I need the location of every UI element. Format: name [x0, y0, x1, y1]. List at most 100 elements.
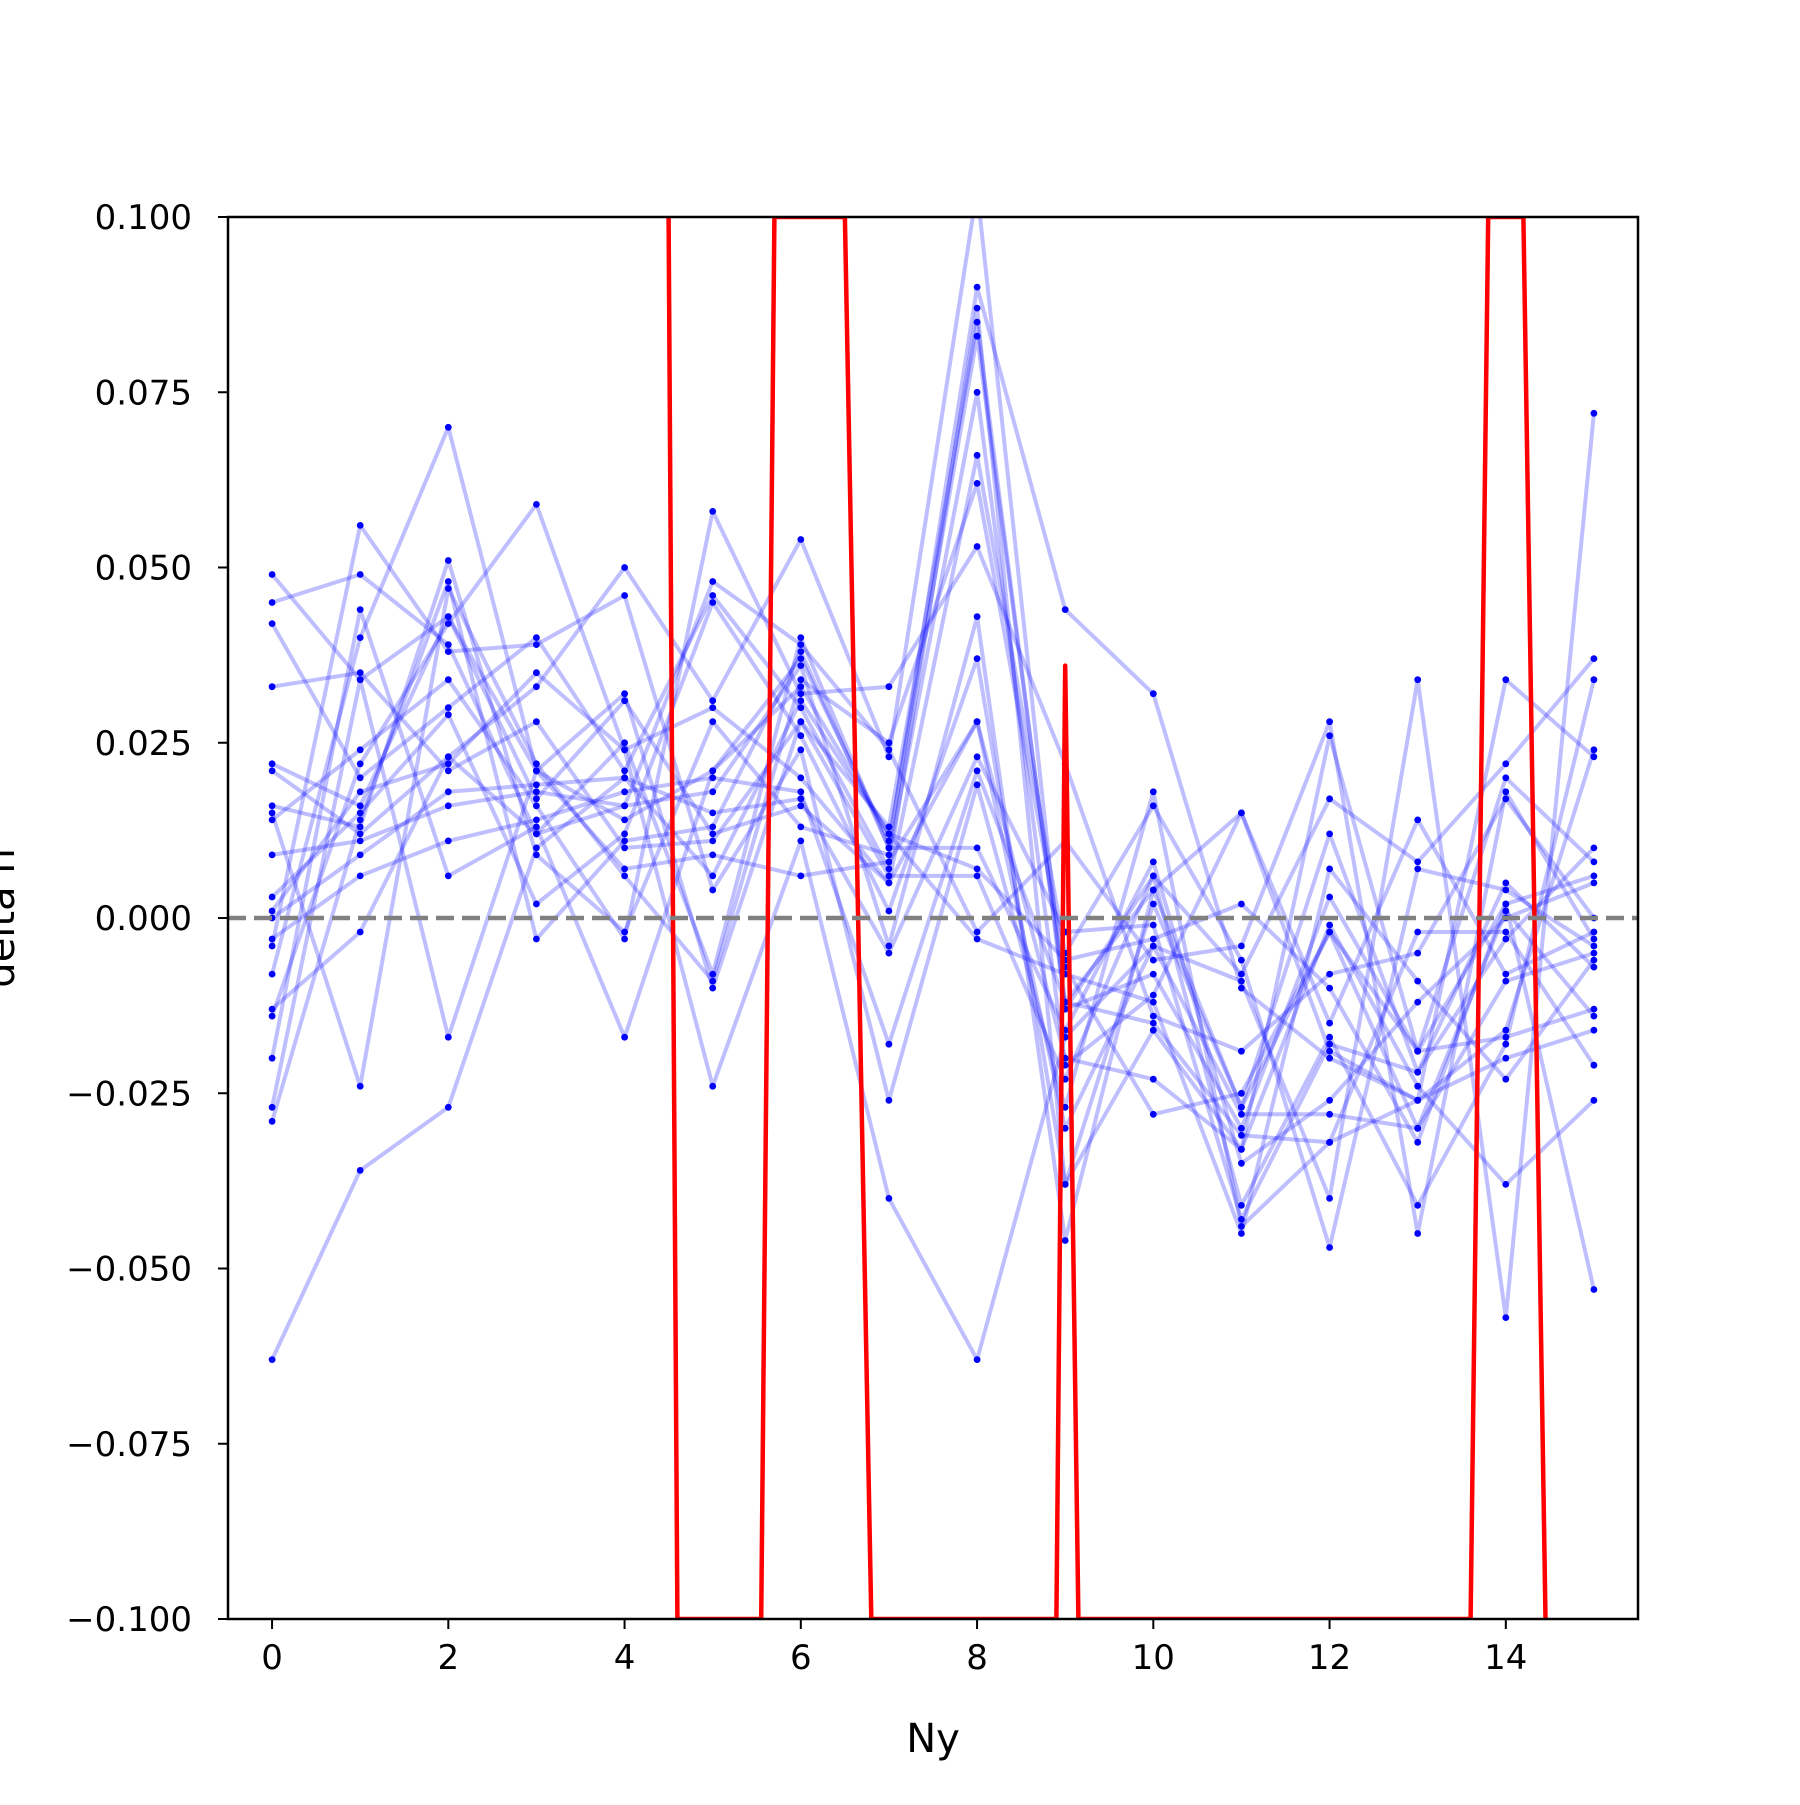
data-point — [1590, 1286, 1598, 1293]
data-point — [1590, 872, 1598, 880]
data-point — [1502, 1040, 1510, 1048]
data-point — [1414, 1230, 1422, 1237]
y-axis-label: delta n — [0, 848, 24, 987]
data-point — [973, 928, 981, 936]
y-tick-label: 0.075 — [95, 373, 192, 413]
data-point — [797, 683, 805, 691]
data-point — [1326, 1033, 1333, 1041]
data-point — [973, 844, 981, 852]
data-point — [268, 970, 276, 978]
data-point — [1590, 1012, 1598, 1020]
data-point — [356, 802, 364, 810]
data-point — [1414, 676, 1422, 684]
data-point — [1149, 956, 1157, 964]
data-point — [444, 620, 452, 627]
data-point — [268, 809, 276, 817]
data-point — [1326, 1047, 1333, 1055]
data-point — [1238, 1089, 1245, 1097]
data-point — [1414, 977, 1422, 985]
data-point — [709, 718, 717, 726]
data-point — [444, 1103, 452, 1111]
data-point — [356, 634, 364, 641]
x-tick-label: 8 — [966, 1638, 988, 1678]
x-axis: 0 2 4 6 8 10 12 14 — [261, 1619, 1527, 1678]
data-point — [268, 1117, 276, 1125]
data-point — [444, 704, 452, 712]
data-point — [1590, 753, 1598, 761]
x-tick-label: 10 — [1132, 1638, 1175, 1678]
x-tick-label: 2 — [437, 1638, 459, 1678]
data-point — [1326, 1195, 1333, 1202]
data-point — [1326, 893, 1333, 901]
data-point — [444, 760, 452, 768]
data-point — [1238, 1145, 1245, 1153]
data-point — [973, 304, 981, 312]
data-point — [1149, 935, 1157, 943]
data-point — [1326, 970, 1333, 978]
data-point — [885, 872, 893, 880]
data-point — [709, 704, 717, 712]
data-point — [797, 746, 805, 754]
data-point — [797, 872, 805, 880]
data-point — [533, 816, 540, 824]
data-point — [1238, 1110, 1245, 1118]
data-point — [1590, 1005, 1598, 1013]
data-point — [444, 557, 452, 564]
y-tick-label: −0.075 — [66, 1425, 192, 1465]
data-point — [444, 711, 452, 719]
data-point — [797, 676, 805, 684]
data-point — [444, 767, 452, 775]
data-point — [533, 781, 540, 789]
data-point — [621, 697, 628, 705]
data-point — [356, 571, 364, 578]
data-point — [1414, 1096, 1422, 1104]
series-line-19 — [270, 607, 1596, 1236]
data-point — [885, 851, 893, 859]
data-point — [1238, 1103, 1245, 1111]
data-point — [1590, 409, 1598, 417]
data-point — [1326, 1019, 1333, 1027]
data-point — [1061, 1103, 1069, 1111]
data-point — [1414, 1068, 1422, 1076]
data-point — [973, 718, 981, 726]
data-point — [1326, 830, 1333, 838]
data-point — [621, 592, 628, 599]
data-point — [1502, 928, 1510, 936]
data-point — [1238, 977, 1245, 985]
data-point — [1502, 1181, 1510, 1188]
data-point — [885, 1195, 893, 1202]
data-point — [1149, 921, 1157, 929]
data-point — [1414, 949, 1422, 957]
data-point — [797, 837, 805, 845]
data-point — [797, 774, 805, 782]
data-point — [356, 1082, 364, 1090]
data-point — [533, 802, 540, 810]
series-line-18 — [270, 413, 1596, 1362]
data-point — [885, 746, 893, 754]
data-point — [1414, 858, 1422, 866]
data-point — [797, 655, 805, 662]
data-point — [1061, 606, 1069, 613]
data-point — [1326, 1054, 1333, 1062]
data-point — [1590, 1061, 1598, 1069]
data-point — [797, 536, 805, 543]
data-point — [621, 746, 628, 754]
data-point — [709, 697, 717, 705]
data-point — [268, 907, 276, 915]
data-point — [356, 1167, 364, 1174]
data-point — [1590, 1026, 1598, 1034]
data-point — [1502, 907, 1510, 915]
data-point — [973, 283, 981, 291]
data-point — [1238, 1131, 1245, 1139]
y-tick-label: 0.025 — [95, 724, 192, 764]
data-point — [621, 1033, 628, 1041]
data-point — [1414, 1124, 1422, 1132]
data-point — [797, 662, 805, 669]
data-point — [797, 732, 805, 740]
data-point — [356, 760, 364, 768]
data-point — [533, 844, 540, 852]
data-point — [709, 851, 717, 859]
series-line-22 — [270, 698, 1596, 1361]
data-point — [1502, 900, 1510, 908]
data-point — [885, 753, 893, 761]
